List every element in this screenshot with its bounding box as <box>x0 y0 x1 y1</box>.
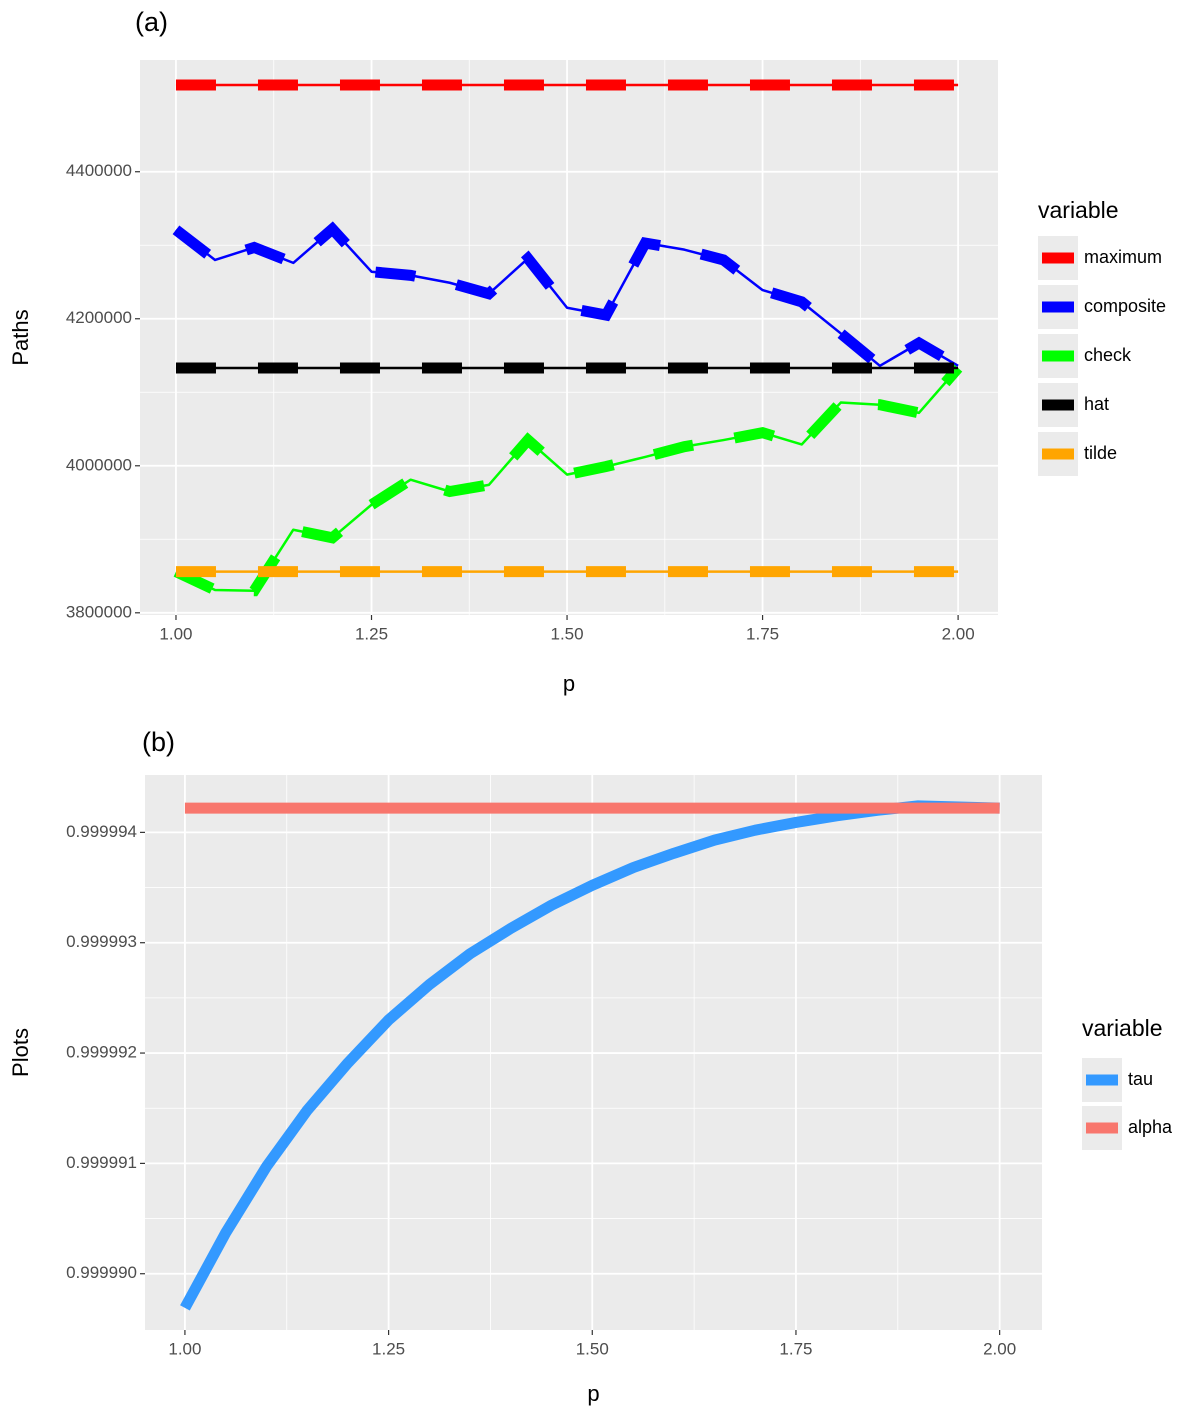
x-tick-label: 1.75 <box>746 624 779 643</box>
y-tick-label: 0.999990 <box>66 1263 137 1282</box>
chart-panel: 0.999990 0.999991 0.999992 0.999993 0.999994… <box>8 727 1173 1406</box>
x-tick-label: 1.25 <box>355 624 388 643</box>
x-tick-label: 2.00 <box>983 1339 1016 1358</box>
legend-label: alpha <box>1128 1117 1173 1137</box>
x-tick-label: 1.75 <box>779 1339 812 1358</box>
legend-title: variable <box>1082 1015 1163 1041</box>
series-line <box>175 227 959 368</box>
x-axis-title: p <box>587 1381 599 1406</box>
y-tick-label: 4400000 <box>66 161 132 180</box>
plot-background <box>140 60 998 615</box>
y-tick-label: 3800000 <box>66 602 132 621</box>
legend-label: composite <box>1084 296 1166 316</box>
legend-label: tau <box>1128 1069 1153 1089</box>
x-tick-label: 1.00 <box>168 1339 201 1358</box>
y-tick-label: 0.999993 <box>66 932 137 951</box>
chart-panel: 3800000 4000000 4200000 4400000 1.00 1.25 1.50… <box>8 7 1166 696</box>
y-tick-label: 0.999991 <box>66 1153 137 1172</box>
legend-label: maximum <box>1084 247 1162 267</box>
x-tick-label: 1.50 <box>576 1339 609 1358</box>
x-tick-label: 1.50 <box>550 624 583 643</box>
y-tick-label: 0.999994 <box>66 822 137 841</box>
legend-label: check <box>1084 345 1132 365</box>
x-tick-label: 1.00 <box>159 624 192 643</box>
x-tick-label: 2.00 <box>942 624 975 643</box>
legend-title: variable <box>1038 197 1119 223</box>
x-tick-label: 1.25 <box>372 1339 405 1358</box>
chart-title: (b) <box>142 727 175 757</box>
y-tick-label: 0.999992 <box>66 1043 137 1062</box>
legend-label: tilde <box>1084 443 1117 463</box>
y-tick-label: 4000000 <box>66 455 132 474</box>
legend-label: hat <box>1084 394 1109 414</box>
chart-title: (a) <box>135 7 168 37</box>
y-axis-title: Paths <box>8 309 33 365</box>
y-axis-title: Plots <box>8 1028 33 1077</box>
series-dashes <box>173 364 963 597</box>
x-axis-title: p <box>563 671 575 696</box>
y-tick-label: 4200000 <box>66 308 132 327</box>
